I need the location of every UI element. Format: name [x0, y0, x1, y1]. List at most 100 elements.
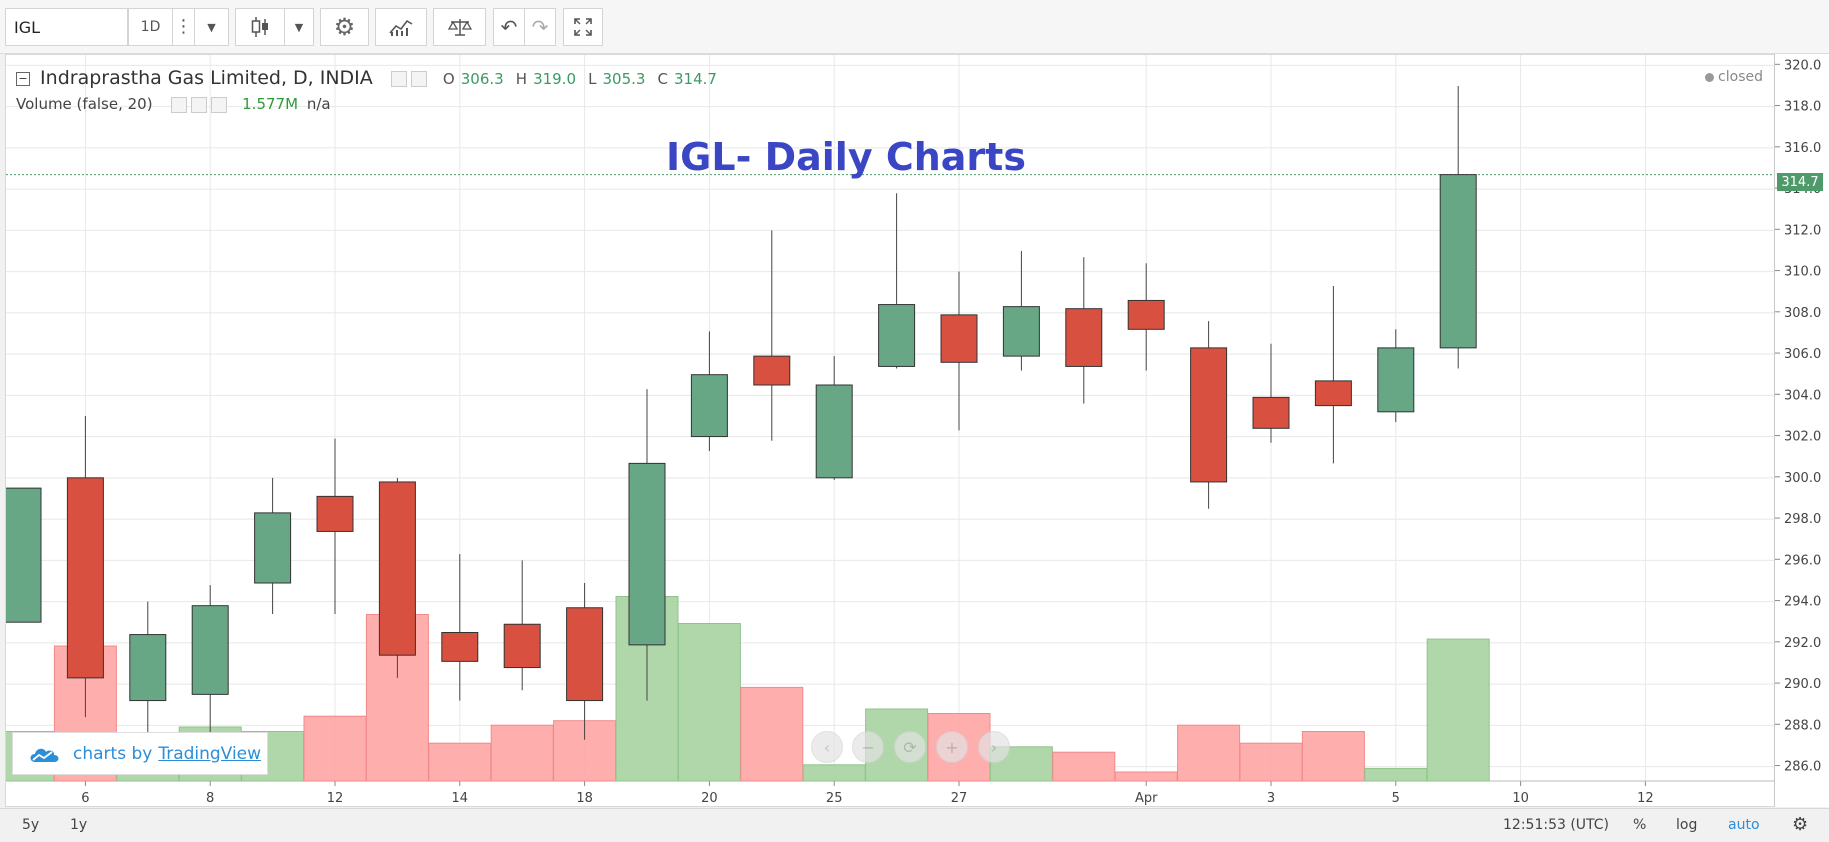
x-tick-label: 12 [327, 791, 344, 806]
volume-bar [1426, 638, 1490, 782]
y-tick-label: 316.0 [1784, 141, 1821, 156]
candle-up [878, 304, 916, 367]
low-value: 305.3 [602, 70, 646, 88]
x-tick-label: 8 [206, 791, 214, 806]
market-status: closed [1705, 69, 1763, 85]
candle-up [254, 512, 292, 584]
x-tick-label: 3 [1267, 791, 1275, 806]
minus-icon: − [861, 737, 875, 757]
scroll-right-button[interactable]: › [978, 731, 1010, 763]
candle-down [441, 632, 479, 662]
x-tick-label: Apr [1135, 791, 1158, 806]
fullscreen-button[interactable] [563, 8, 603, 46]
watermark-brand-link[interactable]: TradingView [158, 743, 262, 764]
gear-small-icon[interactable] [191, 96, 208, 113]
volume-na: n/a [306, 95, 331, 113]
candle-up [1439, 174, 1477, 349]
indicators-icon [389, 19, 413, 36]
y-tick-label: 286.0 [1784, 760, 1821, 775]
volume-bar [802, 764, 866, 782]
y-tick-label: 304.0 [1784, 388, 1821, 403]
volume-bar [1239, 742, 1303, 782]
gear-small-icon[interactable] [410, 70, 427, 87]
candle-down [940, 314, 978, 363]
open-label: O [442, 70, 455, 88]
candle-down [66, 477, 104, 679]
y-tick-label: 298.0 [1784, 512, 1821, 527]
candle-up [1002, 306, 1040, 357]
y-tick-label: 320.0 [1784, 58, 1821, 73]
volume-bar [490, 724, 554, 782]
candle-down [378, 481, 416, 656]
bottom-bar: 5y 1y 12:51:53 (UTC) % log auto ⚙ [0, 808, 1829, 842]
interval-dropdown-button[interactable]: ▼ [194, 8, 229, 46]
volume-bar [740, 686, 804, 782]
auto-scale-button[interactable]: auto [1728, 817, 1760, 833]
eye-icon[interactable] [390, 70, 407, 87]
y-tick-label: 296.0 [1784, 553, 1821, 568]
x-tick-label: 20 [701, 791, 718, 806]
eye-icon[interactable] [171, 96, 188, 113]
compare-button[interactable] [433, 8, 486, 46]
interval-menu-button[interactable]: ⋮ [172, 8, 195, 46]
candle-down [316, 495, 354, 532]
scroll-left-button[interactable]: ‹ [811, 731, 843, 763]
tradingview-watermark[interactable]: charts by TradingView [12, 732, 268, 775]
close-value: 314.7 [674, 70, 717, 88]
candle-down [753, 355, 791, 386]
y-tick-label: 300.0 [1784, 471, 1821, 486]
y-tick-label: 306.0 [1784, 347, 1821, 362]
gear-icon[interactable]: ⚙ [1792, 814, 1809, 835]
range-5y-button[interactable]: 5y [22, 817, 40, 833]
percent-scale-button[interactable]: % [1633, 817, 1647, 833]
y-tick-label: 290.0 [1784, 677, 1821, 692]
chart-pane[interactable]: 6 8 12 14 18 20 25 27 Apr 3 5 10 12 − Indraprastha G… [5, 54, 1776, 808]
redo-icon: ↷ [531, 15, 549, 39]
reset-button[interactable]: ⟳ [894, 731, 926, 763]
chart-plot[interactable]: 6 8 12 14 18 20 25 27 Apr 3 5 10 12 [6, 55, 1776, 808]
volume-bar [303, 715, 367, 782]
candlestick-icon [251, 17, 268, 37]
candle-up [690, 374, 728, 438]
x-tick-label: 25 [826, 791, 843, 806]
undo-button[interactable]: ↶ [493, 8, 525, 46]
y-tick-label: 312.0 [1784, 223, 1821, 238]
zoom-out-button[interactable]: − [852, 731, 884, 763]
chart-title: IGL- Daily Charts [666, 135, 1026, 179]
plus-icon: + [945, 737, 959, 757]
y-tick-label: 308.0 [1784, 306, 1821, 321]
symbol-search-input[interactable]: IGL [5, 8, 128, 46]
chart-type-button[interactable] [235, 8, 285, 46]
x-tick-label: 27 [951, 791, 968, 806]
watermark-prefix: charts by [73, 743, 153, 764]
collapse-icon[interactable]: − [16, 71, 30, 86]
candle-down [1190, 347, 1228, 483]
candle-up [1377, 347, 1415, 413]
settings-button[interactable]: ⚙ [320, 8, 369, 46]
undo-icon: ↶ [500, 15, 518, 39]
y-tick-label: 288.0 [1784, 718, 1821, 733]
candle-up [815, 384, 853, 479]
volume-bar [1364, 767, 1428, 782]
y-tick-label: 302.0 [1784, 430, 1821, 445]
price-axis[interactable]: 286.0 288.0 290.0 292.0 294.0 296.0 298.0 300.0… [1774, 54, 1829, 807]
close-label: C [657, 70, 668, 88]
clock-text: 12:51:53 (UTC) [1503, 817, 1610, 833]
last-price-label: 314.7 [1781, 174, 1819, 190]
close-icon[interactable] [211, 96, 228, 113]
indicators-button[interactable] [375, 8, 427, 46]
volume-value: 1.577M [242, 95, 299, 113]
volume-bar [1052, 751, 1116, 782]
chart-type-dropdown-button[interactable]: ▼ [284, 8, 314, 46]
x-tick-label: 5 [1392, 791, 1400, 806]
volume-bar [1177, 724, 1241, 782]
range-1y-button[interactable]: 1y [70, 817, 88, 833]
interval-button[interactable]: 1D [128, 8, 173, 46]
zoom-in-button[interactable]: + [936, 731, 968, 763]
high-label: H [515, 70, 528, 88]
candle-down [1065, 308, 1103, 367]
volume-bar [1114, 771, 1178, 782]
high-value: 319.0 [533, 70, 577, 88]
redo-button[interactable]: ↷ [524, 8, 556, 46]
log-scale-button[interactable]: log [1676, 817, 1698, 833]
